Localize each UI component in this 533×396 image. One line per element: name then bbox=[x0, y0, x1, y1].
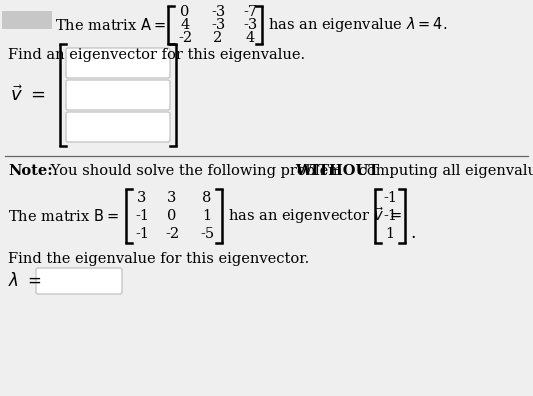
Text: has an eigenvalue $\lambda = 4.$: has an eigenvalue $\lambda = 4.$ bbox=[268, 15, 447, 34]
FancyBboxPatch shape bbox=[66, 80, 170, 110]
Text: The matrix $\mathrm{B} =$: The matrix $\mathrm{B} =$ bbox=[8, 208, 119, 224]
Text: 4: 4 bbox=[245, 31, 255, 45]
Text: has an eigenvector $\vec{v}\ =$: has an eigenvector $\vec{v}\ =$ bbox=[228, 206, 402, 227]
Text: -7: -7 bbox=[243, 5, 257, 19]
Text: -3: -3 bbox=[243, 18, 257, 32]
Text: -5: -5 bbox=[200, 227, 214, 241]
Text: -2: -2 bbox=[178, 31, 192, 45]
Text: .: . bbox=[410, 225, 416, 242]
Text: -1: -1 bbox=[383, 191, 397, 205]
Text: computing all eigenvalues.: computing all eigenvalues. bbox=[354, 164, 533, 178]
Text: 0: 0 bbox=[180, 5, 190, 19]
Text: -3: -3 bbox=[211, 5, 225, 19]
Text: $\vec{v}\ =$: $\vec{v}\ =$ bbox=[10, 85, 45, 105]
Text: -1: -1 bbox=[135, 209, 149, 223]
Text: Note:: Note: bbox=[8, 164, 53, 178]
FancyBboxPatch shape bbox=[2, 11, 52, 29]
Text: The matrix $\mathrm{A} =$: The matrix $\mathrm{A} =$ bbox=[55, 17, 166, 33]
Text: 8: 8 bbox=[203, 191, 212, 205]
FancyBboxPatch shape bbox=[66, 48, 170, 78]
Text: 1: 1 bbox=[203, 209, 212, 223]
Text: 3: 3 bbox=[138, 191, 147, 205]
Text: 1: 1 bbox=[385, 227, 394, 241]
Text: -2: -2 bbox=[165, 227, 179, 241]
Text: 0: 0 bbox=[167, 209, 176, 223]
Text: 3: 3 bbox=[167, 191, 176, 205]
Text: 4: 4 bbox=[180, 18, 190, 32]
Text: Find an eigenvector for this eigenvalue.: Find an eigenvector for this eigenvalue. bbox=[8, 48, 305, 62]
Text: 2: 2 bbox=[213, 31, 223, 45]
Text: WITHOUT: WITHOUT bbox=[295, 164, 379, 178]
Text: $\lambda\ =$: $\lambda\ =$ bbox=[8, 272, 42, 290]
Text: -1: -1 bbox=[135, 227, 149, 241]
Text: You should solve the following problem: You should solve the following problem bbox=[46, 164, 346, 178]
FancyBboxPatch shape bbox=[66, 112, 170, 142]
Text: -1: -1 bbox=[383, 209, 397, 223]
Text: Find the eigenvalue for this eigenvector.: Find the eigenvalue for this eigenvector… bbox=[8, 252, 309, 266]
FancyBboxPatch shape bbox=[36, 268, 122, 294]
Text: -3: -3 bbox=[211, 18, 225, 32]
